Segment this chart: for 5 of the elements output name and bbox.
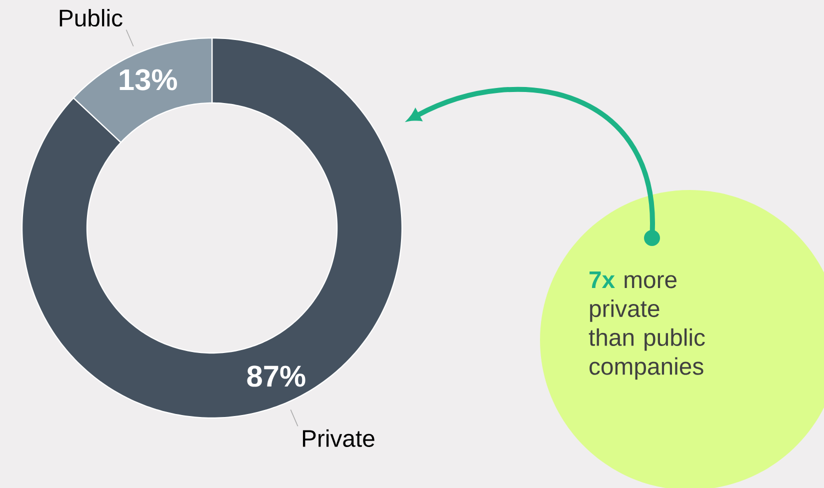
slice-label: Private (302, 429, 374, 447)
slice-label: Public (60, 8, 122, 27)
data-label: 87% (247, 366, 306, 387)
text: 7x more private than public companies (588, 272, 705, 380)
data-label: 13% (120, 69, 177, 90)
